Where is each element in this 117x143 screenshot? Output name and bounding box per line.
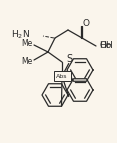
Text: OH: OH [99, 41, 113, 50]
Text: Abs: Abs [56, 74, 68, 79]
Text: Hо: Hо [99, 41, 111, 50]
Text: H$_2$N: H$_2$N [11, 29, 30, 41]
Text: O: O [82, 18, 90, 27]
Text: Me: Me [22, 39, 33, 48]
Text: Me: Me [22, 56, 33, 65]
Text: S: S [66, 54, 72, 64]
FancyBboxPatch shape [53, 71, 71, 81]
